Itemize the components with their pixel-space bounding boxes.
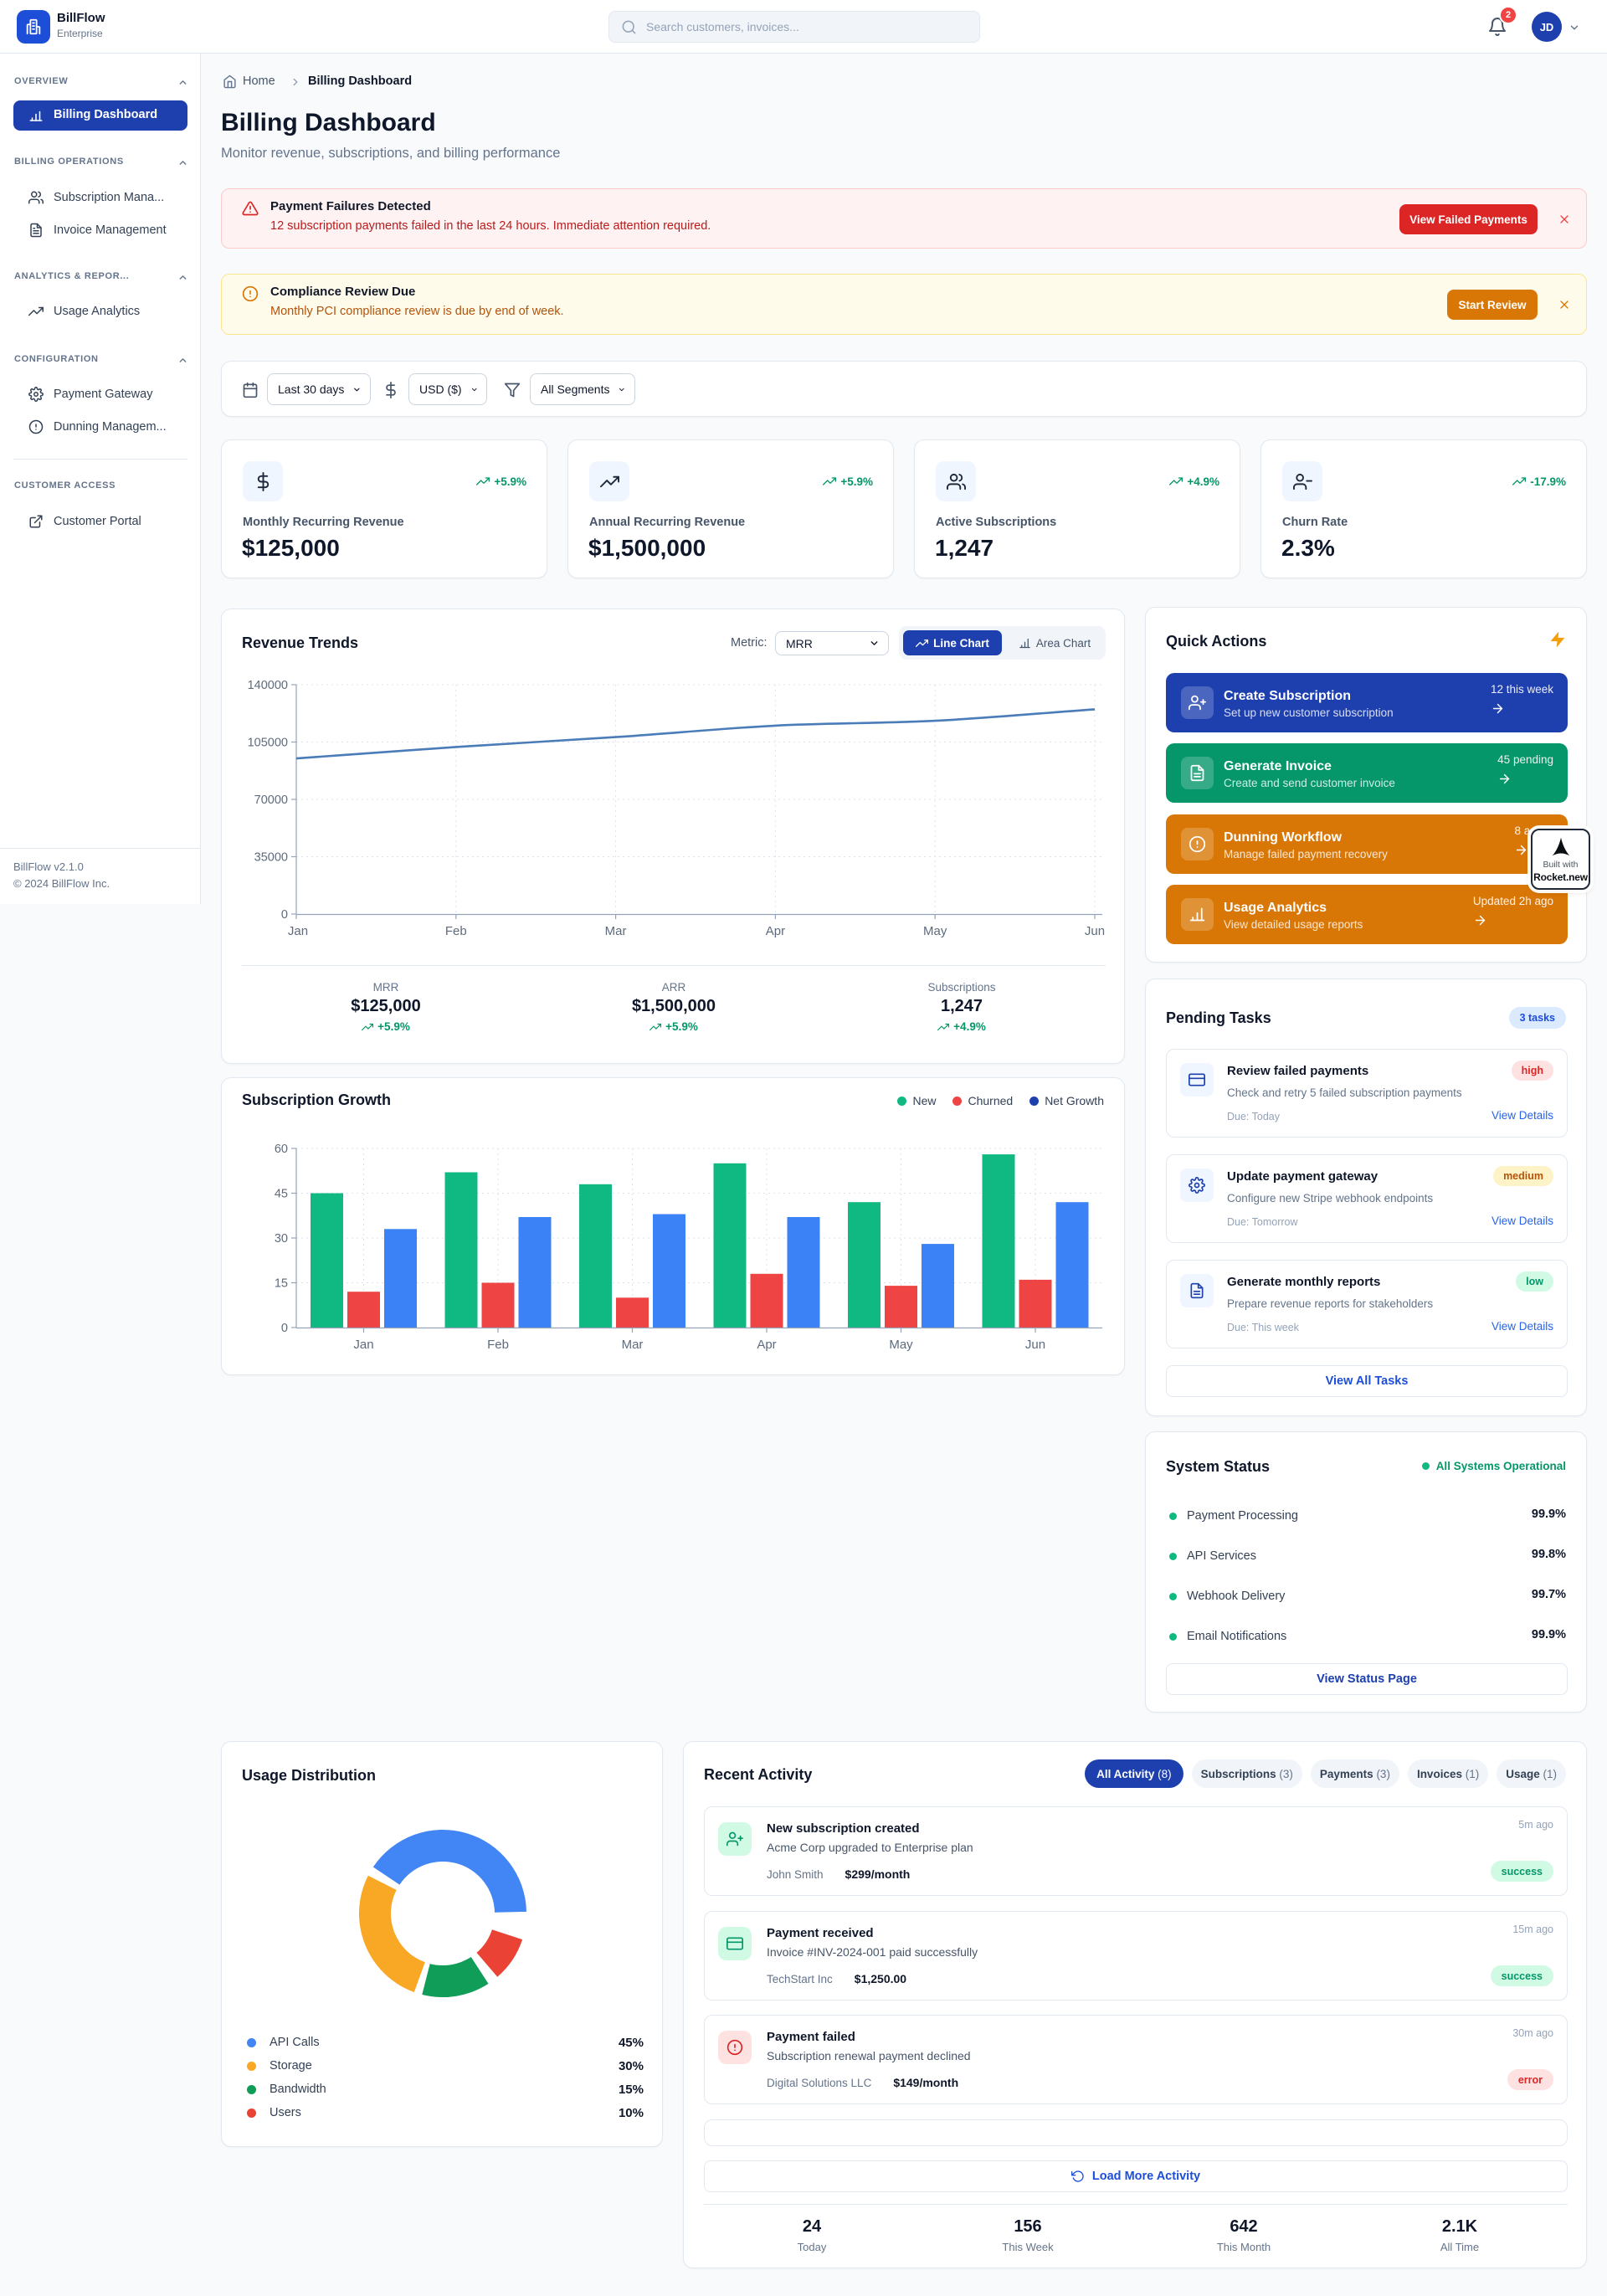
- svg-text:Apr: Apr: [766, 924, 785, 938]
- svg-text:60: 60: [275, 1143, 288, 1156]
- svg-text:Feb: Feb: [487, 1338, 509, 1352]
- svg-text:45: 45: [275, 1188, 288, 1201]
- svg-text:70000: 70000: [254, 794, 288, 807]
- svg-text:Jun: Jun: [1085, 924, 1105, 938]
- svg-text:May: May: [889, 1338, 913, 1352]
- svg-text:Feb: Feb: [445, 924, 467, 938]
- svg-text:Jun: Jun: [1025, 1338, 1045, 1352]
- svg-text:Jan: Jan: [353, 1338, 373, 1352]
- svg-text:May: May: [923, 924, 947, 938]
- svg-text:105000: 105000: [248, 737, 288, 750]
- svg-text:140000: 140000: [248, 679, 288, 692]
- svg-text:15: 15: [275, 1277, 288, 1291]
- svg-text:Mar: Mar: [605, 924, 627, 938]
- svg-text:35000: 35000: [254, 851, 288, 865]
- svg-text:0: 0: [281, 1322, 288, 1335]
- svg-text:Jan: Jan: [288, 924, 308, 938]
- svg-text:30: 30: [275, 1232, 288, 1246]
- svg-text:0: 0: [281, 908, 288, 922]
- svg-text:Mar: Mar: [622, 1338, 644, 1352]
- svg-text:Apr: Apr: [757, 1338, 776, 1352]
